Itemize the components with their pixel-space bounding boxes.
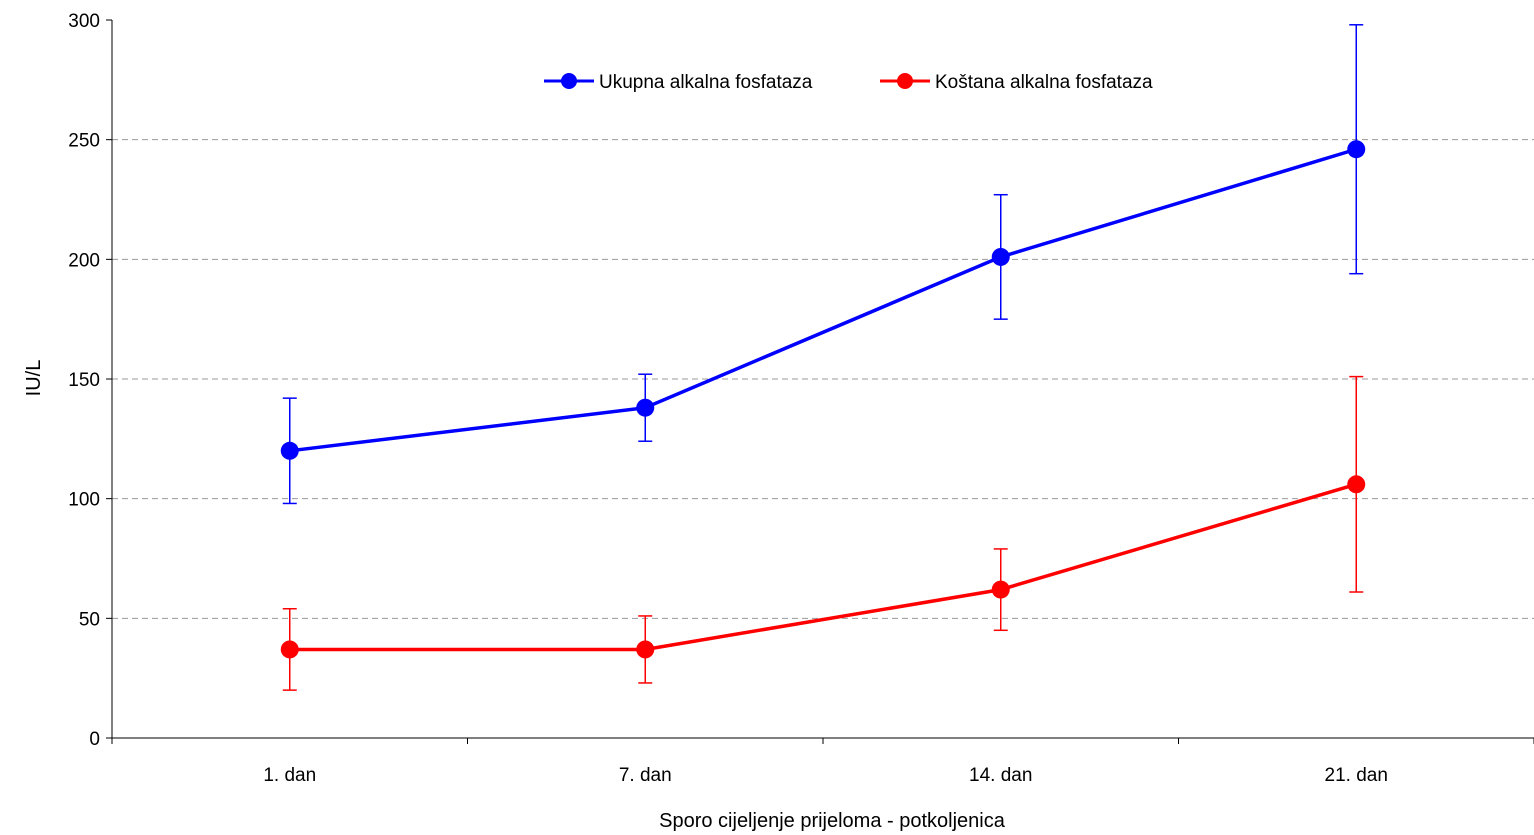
- legend-label-0: Ukupna alkalna fosfataza: [599, 72, 813, 93]
- y-tick-label-1: 50: [79, 609, 100, 630]
- legend-swatch-marker-1: [897, 73, 913, 89]
- legend-item-1: Koštana alkalna fosfataza: [880, 72, 1153, 93]
- x-tick-label-3: 21. dan: [1325, 765, 1388, 786]
- series-line-0: [289, 147, 1357, 453]
- x-tick-label-0: 1. dan: [263, 765, 316, 786]
- x-axis-ticks: 1. dan 7. dan 14. dan 21. dan: [111, 738, 1534, 786]
- series-0: [280, 24, 1366, 505]
- legend-label-1: Koštana alkalna fosfataza: [935, 72, 1153, 93]
- x-tick-label-1: 7. dan: [619, 765, 672, 786]
- series-group: [280, 24, 1366, 691]
- gridlines: [112, 139, 1534, 619]
- legend: Ukupna alkalna fosfataza Koštana alkalna…: [544, 72, 1153, 93]
- y-axis-title: IU/L: [23, 360, 45, 397]
- y-axis-ticks: 0 50 100 150 200 250 300: [68, 11, 112, 750]
- y-tick-label-6: 300: [68, 11, 100, 32]
- y-tick-label-4: 200: [68, 250, 100, 271]
- y-tick-label-0: 0: [89, 729, 100, 750]
- data-point-1-2: [991, 580, 1010, 599]
- series-1: [280, 375, 1366, 691]
- data-point-0-3: [1347, 140, 1366, 159]
- y-tick-label-5: 250: [68, 131, 100, 152]
- legend-item-0: Ukupna alkalna fosfataza: [544, 72, 813, 93]
- series-line-1: [289, 482, 1357, 652]
- y-tick-label-3: 150: [68, 370, 100, 391]
- y-tick-label-2: 100: [68, 490, 100, 511]
- data-point-0-2: [991, 247, 1010, 266]
- data-point-1-1: [636, 640, 655, 659]
- data-point-1-3: [1347, 475, 1366, 494]
- data-point-1-0: [280, 640, 299, 659]
- data-point-0-0: [280, 441, 299, 460]
- x-axis-title: Sporo cijeljenje prijeloma - potkoljenic…: [659, 810, 1006, 832]
- legend-swatch-marker-0: [561, 73, 577, 89]
- data-point-0-1: [636, 398, 655, 417]
- x-tick-label-2: 14. dan: [969, 765, 1032, 786]
